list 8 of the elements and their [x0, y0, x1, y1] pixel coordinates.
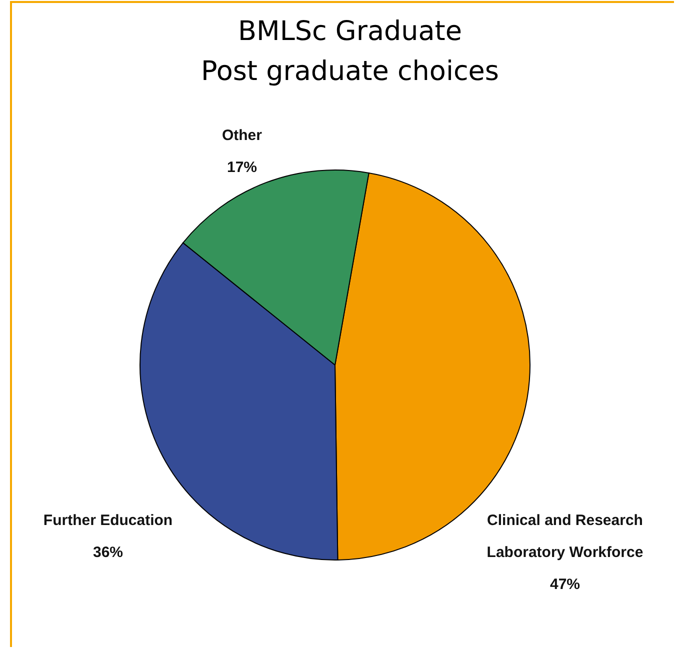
chart-title: BMLSc Graduate [238, 16, 462, 47]
slice-label: Clinical and Research Laboratory Workforce [486, 512, 644, 561]
data-label: 17% [226, 159, 258, 176]
slice-label: Other [222, 127, 262, 144]
slice-label: Further Education [43, 512, 173, 529]
data-label: 47% [550, 576, 580, 593]
chart-subtitle: Post graduate choices [201, 56, 499, 87]
data-label: 36% [92, 544, 124, 561]
